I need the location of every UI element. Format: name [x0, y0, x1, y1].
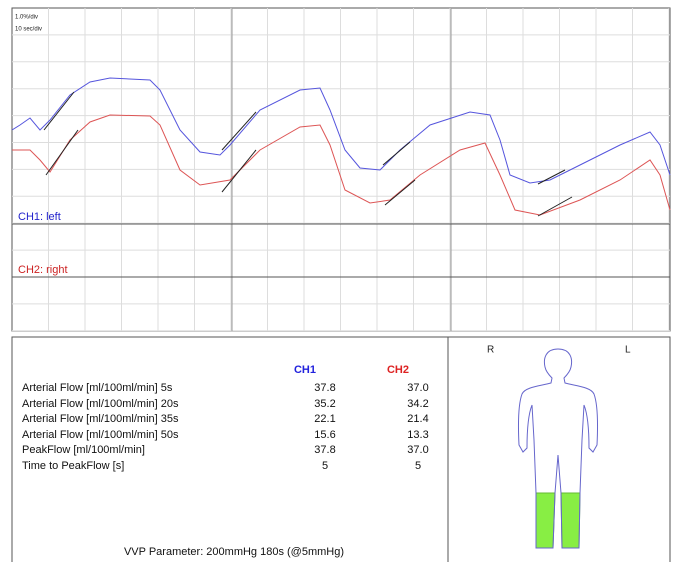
- column-header: CH2: [387, 364, 409, 376]
- scale-y: 1.0%/div: [15, 15, 38, 21]
- column-header: CH1: [294, 364, 316, 376]
- cell-value: 37.8: [305, 444, 345, 456]
- channel-label: CH1: left: [18, 211, 61, 223]
- side-label: L: [625, 345, 631, 356]
- cell-label: Arterial Flow [ml/100ml/min] 5s: [22, 382, 172, 394]
- cell-value: 15.6: [305, 429, 345, 441]
- scale-x: 10 sec/div: [15, 27, 42, 33]
- channel-label: CH2: right: [18, 264, 68, 276]
- cell-value: 35.2: [305, 398, 345, 410]
- cell-value: 37.8: [305, 382, 345, 394]
- side-label: R: [487, 345, 494, 356]
- cell-value: 21.4: [398, 413, 438, 425]
- cell-value: 5: [305, 460, 345, 472]
- cell-label: Arterial Flow [ml/100ml/min] 50s: [22, 429, 179, 441]
- cell-value: 34.2: [398, 398, 438, 410]
- cell-label: PeakFlow [ml/100ml/min]: [22, 444, 145, 456]
- cell-value: 13.3: [398, 429, 438, 441]
- vvp-parameter: VVP Parameter: 200mmHg 180s (@5mmHg): [124, 546, 344, 558]
- cell-label: Arterial Flow [ml/100ml/min] 35s: [22, 413, 179, 425]
- cell-value: 5: [398, 460, 438, 472]
- cell-label: Time to PeakFlow [s]: [22, 460, 124, 472]
- cell-value: 22.1: [305, 413, 345, 425]
- app-window: 1.0%/div 10 sec/div CH1: left CH2: right…: [0, 0, 676, 562]
- cell-label: Arterial Flow [ml/100ml/min] 20s: [22, 398, 179, 410]
- cell-value: 37.0: [398, 444, 438, 456]
- cell-value: 37.0: [398, 382, 438, 394]
- screen: 1.0%/div 10 sec/div CH1: left CH2: right…: [0, 0, 676, 562]
